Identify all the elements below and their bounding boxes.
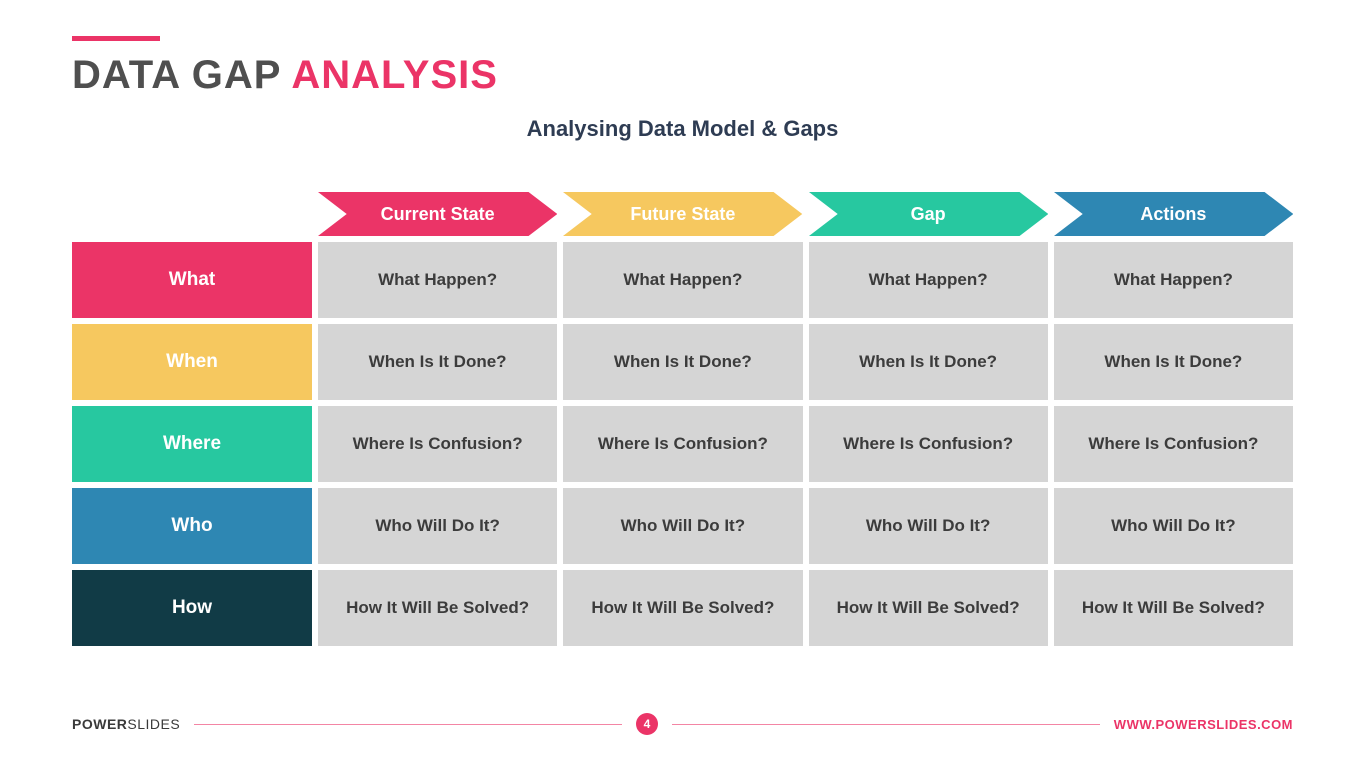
- row-header-label: When: [166, 351, 218, 373]
- table-cell: Where Is Confusion?: [809, 406, 1048, 482]
- table-cell: How It Will Be Solved?: [563, 570, 802, 646]
- column-header-label: Future State: [630, 204, 735, 225]
- subtitle: Analysing Data Model & Gaps: [72, 116, 1293, 142]
- table-cell: Who Will Do It?: [809, 488, 1048, 564]
- footer-brand-bold: POWER: [72, 716, 127, 732]
- table-cell: Who Will Do It?: [1054, 488, 1293, 564]
- column-header: Current State: [318, 192, 557, 236]
- column-header: Future State: [563, 192, 802, 236]
- table-cell: What Happen?: [563, 242, 802, 318]
- row-header-label: Where: [163, 433, 221, 455]
- header-spacer: [72, 192, 312, 236]
- row-header: Where: [72, 406, 312, 482]
- row-header-label: Who: [171, 515, 212, 537]
- footer-url: WWW.POWERSLIDES.COM: [1114, 717, 1293, 732]
- footer-line-right: [672, 724, 1100, 725]
- column-header-label: Gap: [911, 204, 946, 225]
- footer-line-left: [194, 724, 622, 725]
- column-header-label: Actions: [1140, 204, 1206, 225]
- table-cell: When Is It Done?: [1054, 324, 1293, 400]
- table-cell: When Is It Done?: [563, 324, 802, 400]
- table-cell: Who Will Do It?: [563, 488, 802, 564]
- table-cell: How It Will Be Solved?: [1054, 570, 1293, 646]
- row-header-label: How: [172, 597, 212, 619]
- table-cell: When Is It Done?: [318, 324, 557, 400]
- column-header: Gap: [809, 192, 1048, 236]
- table-cell: What Happen?: [318, 242, 557, 318]
- row-header: How: [72, 570, 312, 646]
- row-header: When: [72, 324, 312, 400]
- title-part-2: ANALYSIS: [291, 53, 498, 97]
- footer-brand-light: SLIDES: [127, 716, 180, 732]
- footer-brand-left: POWERSLIDES: [72, 716, 180, 732]
- page-number-badge: 4: [636, 713, 658, 735]
- column-header-label: Current State: [381, 204, 495, 225]
- title-part-1: DATA GAP: [72, 53, 291, 97]
- table-cell: What Happen?: [809, 242, 1048, 318]
- column-header: Actions: [1054, 192, 1293, 236]
- table-cell: How It Will Be Solved?: [809, 570, 1048, 646]
- table-cell: Where Is Confusion?: [1054, 406, 1293, 482]
- page-title: DATA GAP ANALYSIS: [72, 53, 1293, 98]
- row-header: Who: [72, 488, 312, 564]
- table-cell: How It Will Be Solved?: [318, 570, 557, 646]
- row-header-label: What: [169, 269, 215, 291]
- table-cell: When Is It Done?: [809, 324, 1048, 400]
- title-block: DATA GAP ANALYSIS Analysing Data Model &…: [72, 36, 1293, 142]
- table-cell: Who Will Do It?: [318, 488, 557, 564]
- table-cell: Where Is Confusion?: [318, 406, 557, 482]
- table-cell: Where Is Confusion?: [563, 406, 802, 482]
- row-header: What: [72, 242, 312, 318]
- table-cell: What Happen?: [1054, 242, 1293, 318]
- title-accent-bar: [72, 36, 160, 41]
- gap-analysis-table: Current State Future State Gap Actions What W…: [72, 192, 1293, 646]
- footer: POWERSLIDES 4 WWW.POWERSLIDES.COM: [72, 713, 1293, 735]
